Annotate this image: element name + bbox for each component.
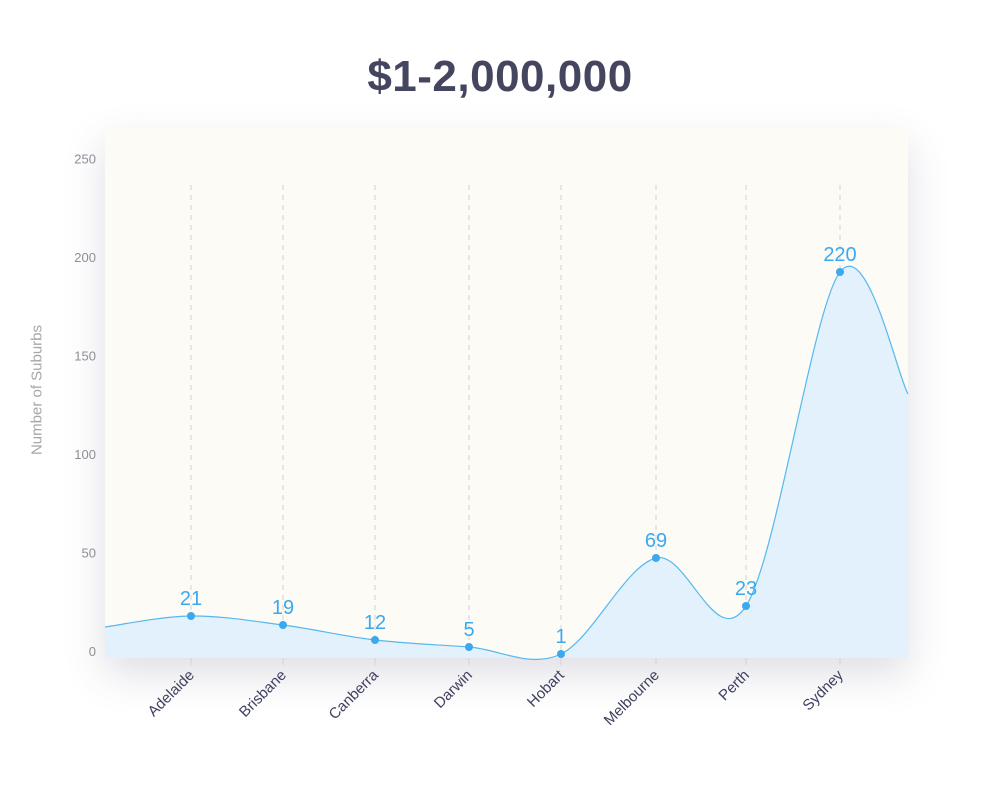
- data-point: [836, 268, 844, 276]
- data-label: 220: [823, 244, 856, 266]
- x-tick-label: Sydney: [799, 666, 847, 714]
- data-point: [279, 621, 287, 629]
- x-tick-label: Hobart: [524, 666, 568, 710]
- x-tick-label: Canberra: [326, 666, 383, 723]
- data-point: [371, 636, 379, 644]
- data-label: 69: [645, 530, 667, 552]
- x-tick-label: Melbourne: [601, 667, 663, 729]
- y-tick-label: 100: [74, 447, 96, 462]
- data-point: [465, 643, 473, 651]
- y-tick-label: 200: [74, 250, 96, 265]
- y-tick-label: 150: [74, 349, 96, 364]
- data-label: 19: [272, 597, 294, 619]
- x-tick-label: Darwin: [431, 667, 476, 712]
- data-point: [557, 650, 565, 658]
- series-line: [104, 265, 909, 661]
- data-label: 21: [180, 588, 202, 610]
- data-point: [652, 554, 660, 562]
- x-tick-label: Brisbane: [236, 667, 290, 721]
- y-tick-label: 50: [82, 546, 96, 561]
- data-label: 5: [463, 619, 474, 641]
- data-point: [187, 612, 195, 620]
- x-tick-label: Perth: [715, 667, 752, 704]
- y-tick-label: 250: [74, 152, 96, 167]
- data-label: 23: [735, 578, 757, 600]
- data-point: [742, 602, 750, 610]
- x-tick-label: Adelaide: [145, 667, 198, 720]
- y-tick-label: 0: [89, 644, 96, 659]
- chart-title: $1-2,000,000: [367, 52, 633, 101]
- data-label: 1: [555, 626, 566, 648]
- area-fill: [105, 266, 908, 660]
- data-label: 12: [364, 612, 386, 634]
